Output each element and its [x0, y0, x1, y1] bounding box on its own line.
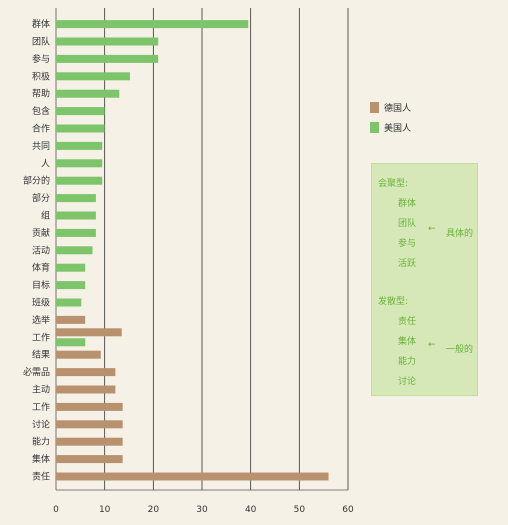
- legend-label-american: 美国人: [384, 123, 412, 134]
- group1-item: 团队: [398, 219, 417, 229]
- bar-american: [56, 89, 120, 98]
- bar-german: [56, 455, 123, 464]
- group2-item: 集体: [398, 337, 417, 347]
- category-label: 包含: [32, 105, 50, 117]
- bar-german: [56, 385, 116, 394]
- category-label: 合作: [32, 123, 50, 135]
- group2-item: 能力: [398, 357, 417, 367]
- bar-american: [56, 37, 159, 46]
- chart-grid: [55, 8, 349, 491]
- category-label: 责任: [32, 471, 50, 483]
- bar-american: [56, 141, 103, 150]
- bar-american: [56, 124, 105, 133]
- category-label: 体育: [32, 262, 50, 274]
- x-tick-label: 60: [342, 505, 354, 515]
- category-label: 贡献: [32, 227, 50, 239]
- bar-american: [56, 176, 103, 185]
- group1-label: 具体的: [446, 229, 474, 239]
- category-label: 结果: [32, 349, 50, 361]
- category-label: 共同: [32, 141, 50, 152]
- bar-german: [56, 437, 123, 446]
- bar-american: [56, 107, 105, 116]
- group2-title: 发散型:: [378, 297, 409, 307]
- x-tick-label: 40: [245, 505, 257, 515]
- x-tick-label: 0: [53, 505, 59, 515]
- arrow-left-icon: ←: [428, 224, 436, 234]
- x-tick-label: 50: [294, 505, 306, 515]
- bar-american: [56, 263, 86, 272]
- category-label: 群体: [32, 18, 50, 30]
- legend-swatch-german: [370, 101, 379, 113]
- x-tick-label: 30: [196, 505, 208, 515]
- bar-german: [56, 402, 123, 411]
- bar-american: [56, 211, 96, 220]
- bar-american: [56, 194, 96, 203]
- group1-item: 活跃: [398, 259, 417, 269]
- category-label: 工作: [32, 401, 50, 413]
- bar-american: [56, 246, 93, 255]
- group2-item: 讨论: [398, 377, 417, 387]
- category-label: 活动: [32, 244, 50, 256]
- bar-german: [56, 315, 86, 324]
- chart-bars: [56, 20, 329, 481]
- legend-item-german: 德国人: [370, 100, 460, 114]
- category-label: 部分的: [23, 175, 50, 187]
- category-label: 组: [41, 210, 50, 222]
- legend: 德国人 美国人: [370, 100, 460, 140]
- bar-american: [56, 281, 86, 290]
- category-label: 团队: [32, 36, 50, 48]
- legend-label-german: 德国人: [384, 103, 412, 114]
- bar-american: [56, 159, 103, 168]
- bar-american: [56, 20, 249, 29]
- category-labels: 群体团队参与积极帮助包含合作共同人部分的部分组贡献活动体育目标班级选举工作结果必…: [23, 18, 50, 482]
- bar-american: [56, 298, 82, 307]
- bar-german: [56, 420, 123, 429]
- category-label: 主动: [32, 384, 50, 396]
- x-tick-label: 20: [148, 505, 160, 515]
- x-tick-label: 10: [99, 505, 111, 515]
- bar-german: [56, 472, 329, 481]
- annotation-box: 会聚型: 群体 团队 参与 活跃 ← 具体的 发散型: 责任 集体 能力 讨论 …: [371, 163, 478, 396]
- bar-german: [56, 350, 101, 359]
- group2-label: 一般的: [446, 345, 474, 355]
- category-label: 人: [41, 158, 50, 169]
- category-label: 集体: [32, 453, 50, 465]
- category-label: 帮助: [32, 88, 50, 100]
- group1-item: 群体: [398, 199, 417, 209]
- x-tick-labels: 0 10 20 30 40 50 60: [53, 505, 354, 515]
- category-label: 班级: [32, 297, 50, 309]
- arrow-left-icon: ←: [428, 340, 436, 350]
- group2-item: 责任: [398, 317, 417, 327]
- group1-title: 会聚型:: [378, 179, 409, 189]
- bar-american: [56, 54, 159, 63]
- category-label: 能力: [32, 436, 50, 448]
- category-label: 部分: [32, 192, 50, 204]
- category-label: 目标: [32, 279, 50, 291]
- category-label: 讨论: [32, 418, 50, 430]
- category-label: 积极: [32, 70, 50, 82]
- legend-item-american: 美国人: [370, 120, 460, 134]
- category-label: 必需品: [23, 366, 50, 378]
- category-label: 参与: [32, 53, 50, 65]
- bar-american: [56, 338, 86, 347]
- category-label: 工作: [32, 331, 50, 343]
- category-label: 选举: [32, 314, 50, 326]
- bar-american: [56, 228, 96, 237]
- bar-american: [56, 72, 130, 81]
- bar-german: [56, 368, 116, 377]
- bar-german: [56, 328, 122, 337]
- legend-swatch-american: [370, 121, 379, 133]
- group1-item: 参与: [398, 239, 417, 249]
